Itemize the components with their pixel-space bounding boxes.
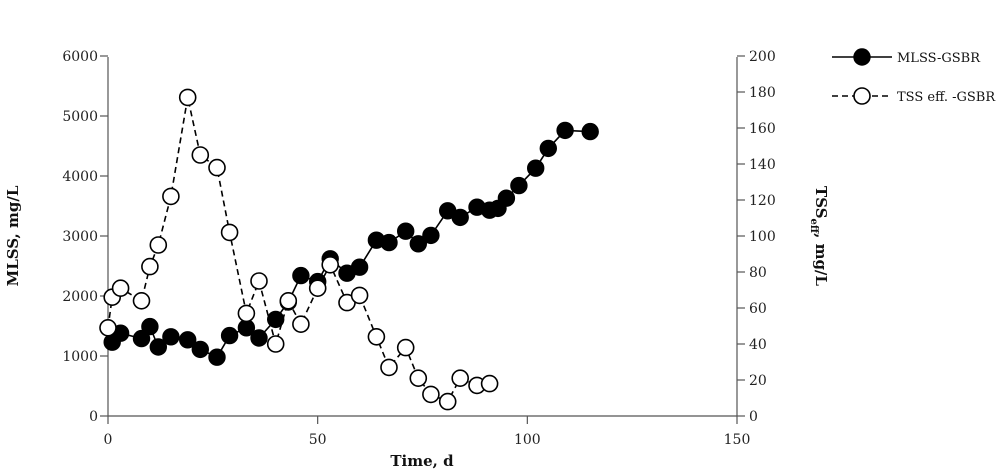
right-y-tick-label: 180 (749, 85, 776, 101)
mlss-data-point (380, 233, 398, 252)
tss-data-point (250, 272, 268, 290)
left-y-tick-label: 0 (89, 409, 98, 425)
tss-data-point (178, 88, 197, 107)
tss-data-point (350, 286, 369, 305)
mlss-data-point (250, 329, 268, 347)
mlss-data-point (497, 189, 516, 207)
legend-label-tss: TSS eff. -GSBR (897, 90, 996, 105)
right-y-axis-title-main: TSS (812, 186, 830, 219)
mlss-data-point (556, 121, 574, 140)
mlss-data-point (581, 122, 599, 141)
right-y-tick-label: 40 (749, 337, 767, 353)
mlss-data-point (422, 226, 440, 245)
x-tick-label: 0 (104, 432, 113, 448)
tss-data-point (266, 335, 285, 353)
x-tick-label: 100 (514, 432, 541, 448)
mlss-data-point (350, 258, 369, 276)
mlss-data-point (527, 159, 545, 177)
mlss-data-point (191, 340, 210, 359)
mlss-data-point (539, 139, 557, 158)
tss-data-point (99, 318, 117, 337)
mlss-data-point (141, 317, 159, 336)
mlss-data-point (409, 235, 427, 253)
mlss-data-point (208, 348, 226, 366)
tss-data-point (279, 291, 298, 310)
mlss-data-point (162, 328, 180, 346)
legend-label-mlss: MLSS-GSBR (897, 51, 981, 66)
left-y-axis-title: MLSS, mg/L (4, 185, 22, 286)
mlss-data-point (220, 326, 239, 345)
tss-data-point (308, 279, 327, 298)
mlss-data-point (292, 266, 310, 285)
legend-item-tss: TSS eff. -GSBR (832, 87, 996, 105)
tss-data-point (438, 392, 457, 411)
tss-data-point (451, 369, 470, 388)
tss-data-point (162, 187, 180, 206)
ticks: 0100020003000400050006000020406080100120… (62, 49, 775, 448)
right-y-tick-label: 80 (749, 265, 767, 281)
right-y-tick-label: 20 (749, 373, 767, 389)
x-tick-label: 50 (309, 432, 327, 448)
tss-data-point (292, 315, 310, 334)
left-y-tick-label: 2000 (62, 289, 98, 305)
legend-marker-tss (853, 87, 871, 105)
mlss-data-point (149, 338, 168, 356)
legend-item-mlss: MLSS-GSBR (832, 48, 981, 66)
tss-data-point (237, 304, 256, 323)
tss-data-point (409, 369, 428, 388)
legend: MLSS-GSBR TSS eff. -GSBR (832, 48, 996, 105)
right-y-tick-label: 120 (749, 193, 776, 209)
tss-data-point (111, 279, 130, 298)
tss-data-point (480, 374, 499, 393)
legend-marker-mlss (853, 48, 871, 66)
tss-data-point (396, 338, 415, 357)
mlss-data-point (397, 222, 415, 240)
right-y-tick-label: 160 (749, 121, 776, 137)
right-y-tick-label: 0 (749, 409, 758, 425)
series-line-mlss (111, 129, 591, 359)
left-y-tick-label: 6000 (62, 49, 98, 65)
tss-data-point (141, 257, 159, 276)
tss-data-point (380, 358, 398, 377)
right-y-axis-title: TSSeff, mg/L (808, 186, 830, 286)
tss-data-point (367, 327, 386, 346)
x-tick-label: 150 (724, 432, 751, 448)
mlss-data-point (132, 329, 151, 348)
tss-data-point (149, 236, 168, 254)
tss-data-point (191, 146, 210, 164)
mlss-data-point (451, 208, 469, 227)
right-y-axis-title-sub: eff (808, 219, 819, 234)
right-y-tick-label: 100 (749, 229, 776, 245)
x-axis-title: Time, d (390, 452, 454, 470)
right-y-tick-label: 140 (749, 157, 776, 173)
tss-data-point (321, 255, 340, 274)
mlss-data-point (510, 176, 528, 195)
tss-data-point (132, 291, 151, 310)
right-y-tick-label: 200 (749, 49, 776, 65)
right-y-axis-title-rest: , mg/L (812, 233, 830, 286)
series-layer (99, 88, 599, 411)
tss-data-point (208, 158, 226, 177)
tss-data-point (422, 385, 440, 404)
left-y-tick-label: 3000 (62, 229, 98, 245)
mlss-data-point (178, 331, 197, 349)
right-y-tick-label: 60 (749, 301, 767, 317)
left-y-tick-label: 4000 (62, 169, 98, 185)
left-y-tick-label: 5000 (62, 109, 98, 125)
tss-data-point (220, 223, 239, 242)
left-y-tick-label: 1000 (62, 349, 98, 365)
